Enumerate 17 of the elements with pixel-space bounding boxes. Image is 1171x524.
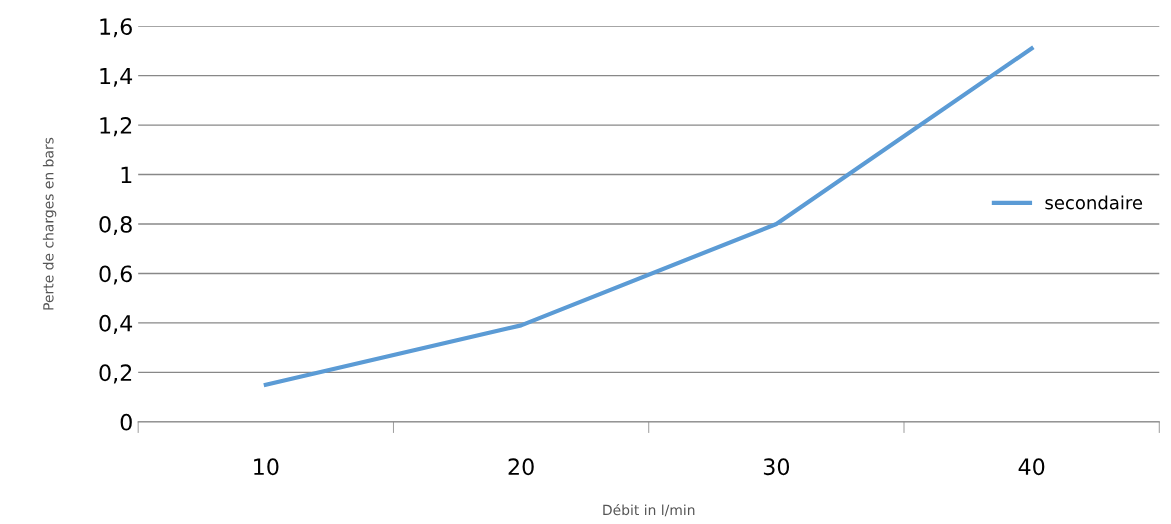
x-axis-title: Débit in l/min [603, 503, 695, 517]
y-tick-label: 1 [121, 166, 132, 183]
y-tick-label: 0,6 [99, 265, 132, 285]
line-series [263, 46, 1034, 387]
legend-label: secondaire [1045, 195, 1143, 210]
y-tick-label: 1,6 [100, 18, 132, 38]
x-tick-label: 20 [508, 458, 534, 476]
y-tick-label: 1,2 [100, 117, 132, 137]
y-tick-label: 0,8 [99, 215, 132, 236]
y-tick-label: 0 [120, 413, 132, 431]
x-tick-label: 40 [1018, 458, 1045, 476]
y-tick-label: 0,4 [99, 314, 133, 334]
y-axis-title: Perte de charges en bars [42, 137, 57, 310]
y-tick-label: 1,4 [100, 67, 133, 87]
y-tick-label: 0,2 [99, 364, 132, 384]
x-tick-label: 10 [254, 458, 279, 476]
x-tick-label: 30 [763, 458, 790, 476]
